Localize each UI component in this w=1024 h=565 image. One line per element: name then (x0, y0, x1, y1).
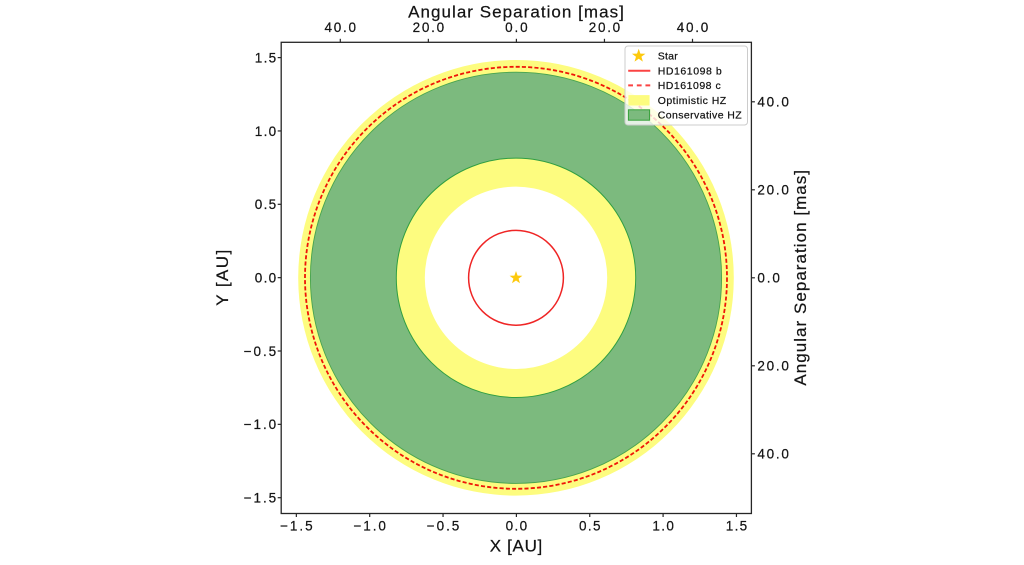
svg-text:20.0: 20.0 (757, 183, 789, 198)
svg-text:0.0: 0.0 (506, 519, 528, 534)
svg-text:0.5: 0.5 (579, 519, 601, 534)
svg-text:Angular Separation [mas]: Angular Separation [mas] (791, 170, 810, 386)
svg-text:Star: Star (658, 51, 679, 63)
svg-text:0.5: 0.5 (255, 197, 277, 212)
svg-text:40.0: 40.0 (325, 20, 357, 35)
svg-text:40.0: 40.0 (757, 447, 789, 462)
svg-text:Y [AU]: Y [AU] (213, 250, 232, 306)
svg-text:40.0: 40.0 (677, 20, 709, 35)
svg-text:−1.5: −1.5 (244, 491, 277, 506)
svg-text:−1.0: −1.0 (353, 519, 386, 534)
svg-text:20.0: 20.0 (757, 359, 789, 374)
svg-text:0.0: 0.0 (255, 270, 277, 285)
svg-text:0.0: 0.0 (757, 271, 780, 286)
svg-text:−1.0: −1.0 (244, 417, 277, 432)
svg-text:Conservative HZ: Conservative HZ (658, 110, 743, 122)
svg-text:−0.5: −0.5 (244, 344, 277, 359)
svg-text:20.0: 20.0 (413, 20, 445, 35)
svg-text:0.0: 0.0 (505, 20, 528, 35)
svg-text:Angular Separation [mas]: Angular Separation [mas] (408, 3, 624, 22)
svg-text:1.5: 1.5 (255, 50, 277, 65)
svg-text:HD161098 b: HD161098 b (658, 65, 722, 77)
svg-text:−0.5: −0.5 (427, 519, 460, 534)
svg-text:1.5: 1.5 (726, 519, 748, 534)
svg-text:1.0: 1.0 (255, 124, 277, 139)
svg-text:X [AU]: X [AU] (490, 537, 543, 556)
svg-text:−1.5: −1.5 (280, 519, 313, 534)
svg-text:HD161098 c: HD161098 c (658, 80, 721, 92)
svg-text:20.0: 20.0 (589, 20, 621, 35)
svg-text:1.0: 1.0 (652, 519, 674, 534)
svg-text:Optimistic HZ: Optimistic HZ (658, 95, 727, 107)
svg-text:40.0: 40.0 (757, 95, 789, 110)
